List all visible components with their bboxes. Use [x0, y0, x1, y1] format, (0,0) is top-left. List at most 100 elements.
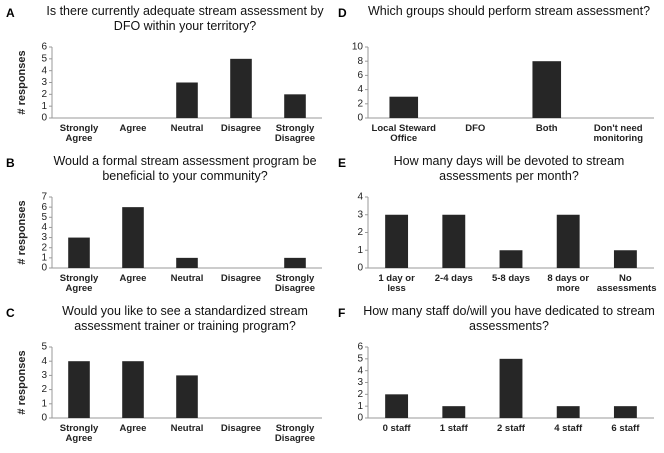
y-tick-label: 7: [41, 192, 47, 203]
x-tick-label: Strongly Agree: [59, 423, 99, 444]
y-tick-label: 2: [357, 389, 363, 400]
y-tick-label: 8: [357, 56, 363, 67]
y-axis-label: # responses: [16, 50, 28, 114]
bar: [442, 406, 466, 418]
x-tick-label: Agree: [119, 423, 147, 434]
chart-title: How many days will be devoted to stream …: [393, 154, 625, 183]
x-tick-label: 2-4 days: [434, 273, 473, 284]
y-tick-label: 0: [41, 413, 47, 424]
x-tick-label: 6 staff: [611, 423, 640, 434]
bar: [122, 361, 144, 418]
panel-letter: E: [338, 156, 347, 170]
bar: [176, 375, 198, 418]
plot: 0 1 2 3 4: [357, 192, 654, 274]
x-tick-label: DFO: [465, 123, 486, 134]
x-tick-label: Agree: [119, 123, 147, 134]
y-tick-label: 4: [357, 365, 363, 376]
bar: [284, 94, 306, 118]
bar: [176, 257, 198, 268]
x-tick-label: Disagree: [220, 273, 262, 284]
y-tick-label: 5: [41, 212, 47, 223]
y-tick-label: 0: [41, 263, 47, 274]
y-tick-label: 6: [41, 42, 47, 53]
chart-title: Which groups should perform stream asses…: [367, 4, 651, 18]
y-tick-label: 0: [357, 113, 363, 124]
x-tick-label: Disagree: [220, 423, 262, 434]
y-tick-label: 5: [41, 53, 47, 64]
x-tick-label: 2 staff: [496, 423, 525, 434]
y-tick-label: 4: [41, 65, 47, 76]
x-tick-label: Neutral: [170, 423, 204, 434]
y-axis-label: # responses: [16, 200, 28, 264]
panel-letter: D: [338, 6, 347, 20]
panel-letter: B: [6, 156, 15, 170]
y-tick-label: 0: [41, 113, 47, 124]
y-tick-label: 6: [357, 342, 363, 353]
y-tick-label: 0: [357, 413, 363, 424]
bar: [442, 214, 466, 268]
y-tick-label: 2: [41, 384, 47, 395]
bar: [499, 250, 523, 268]
x-tick-label: 5-8 days: [491, 273, 530, 284]
chart-title: Would you like to see a standardized str…: [62, 304, 308, 333]
bar: [556, 214, 580, 268]
x-tick-label: Local Steward Office: [371, 123, 436, 144]
y-tick-label: 2: [357, 227, 363, 238]
bar: [385, 394, 409, 418]
y-tick-label: 3: [357, 209, 363, 220]
x-tick-label: Strongly Disagree: [274, 423, 316, 444]
panel-letter: C: [6, 306, 15, 320]
x-tick-label: Strongly Disagree: [274, 273, 316, 294]
chart-panel: C Would you like to see a standardized st…: [0, 300, 332, 451]
y-tick-label: 1: [41, 398, 47, 409]
y-tick-label: 5: [357, 353, 363, 364]
x-tick-label: 1 staff: [439, 423, 468, 434]
y-tick-label: 1: [41, 101, 47, 112]
y-tick-label: 0: [357, 263, 363, 274]
x-tick-label: No assessments: [596, 273, 657, 294]
bar: [176, 82, 198, 118]
x-tick-label: 0 staff: [382, 423, 411, 434]
x-tick-label: 8 days or more: [547, 273, 590, 294]
x-tick-label: Don't need monitoring: [593, 123, 644, 144]
chart-title: Is there currently adequate stream asses…: [46, 4, 324, 33]
panel-letter: A: [6, 6, 15, 20]
y-tick-label: 1: [41, 252, 47, 263]
plot: 0 1 2 3 4 5 # responses: [16, 342, 322, 424]
y-tick-label: 4: [357, 84, 363, 95]
y-tick-label: 1: [357, 245, 363, 256]
chart-panel: F How many staff do/will you have dedicat…: [332, 300, 664, 451]
y-tick-label: 2: [41, 242, 47, 253]
y-tick-label: 3: [41, 232, 47, 243]
y-tick-label: 4: [41, 356, 47, 367]
x-tick-label: Neutral: [170, 273, 204, 284]
y-axis-label: # responses: [16, 350, 28, 414]
bar: [122, 207, 144, 268]
bar: [385, 214, 409, 268]
bar: [68, 237, 90, 268]
bar: [613, 250, 637, 268]
x-tick-label: 4 staff: [554, 423, 583, 434]
y-tick-label: 2: [357, 98, 363, 109]
bar: [613, 406, 637, 418]
plot: 0 2 4 6 8 10: [352, 42, 654, 124]
chart-panel: B Would a formal stream assessment progra…: [0, 150, 332, 301]
bar: [532, 61, 562, 118]
x-tick-label: 1 day or less: [378, 273, 415, 294]
y-tick-label: 1: [357, 401, 363, 412]
chart-panel: E How many days will be devoted to stream…: [332, 150, 664, 301]
bar: [389, 96, 419, 118]
chart-panel: A Is there currently adequate stream asse…: [0, 0, 332, 151]
bar: [230, 58, 252, 118]
bar: [499, 358, 523, 418]
chart-title: How many staff do/will you have dedicate…: [363, 304, 655, 333]
bar: [284, 257, 306, 268]
x-tick-label: Strongly Agree: [59, 273, 99, 294]
y-tick-label: 5: [41, 342, 47, 353]
x-tick-label: Strongly Disagree: [274, 123, 316, 144]
chart-panel: D Which groups should perform stream asse…: [332, 0, 664, 151]
